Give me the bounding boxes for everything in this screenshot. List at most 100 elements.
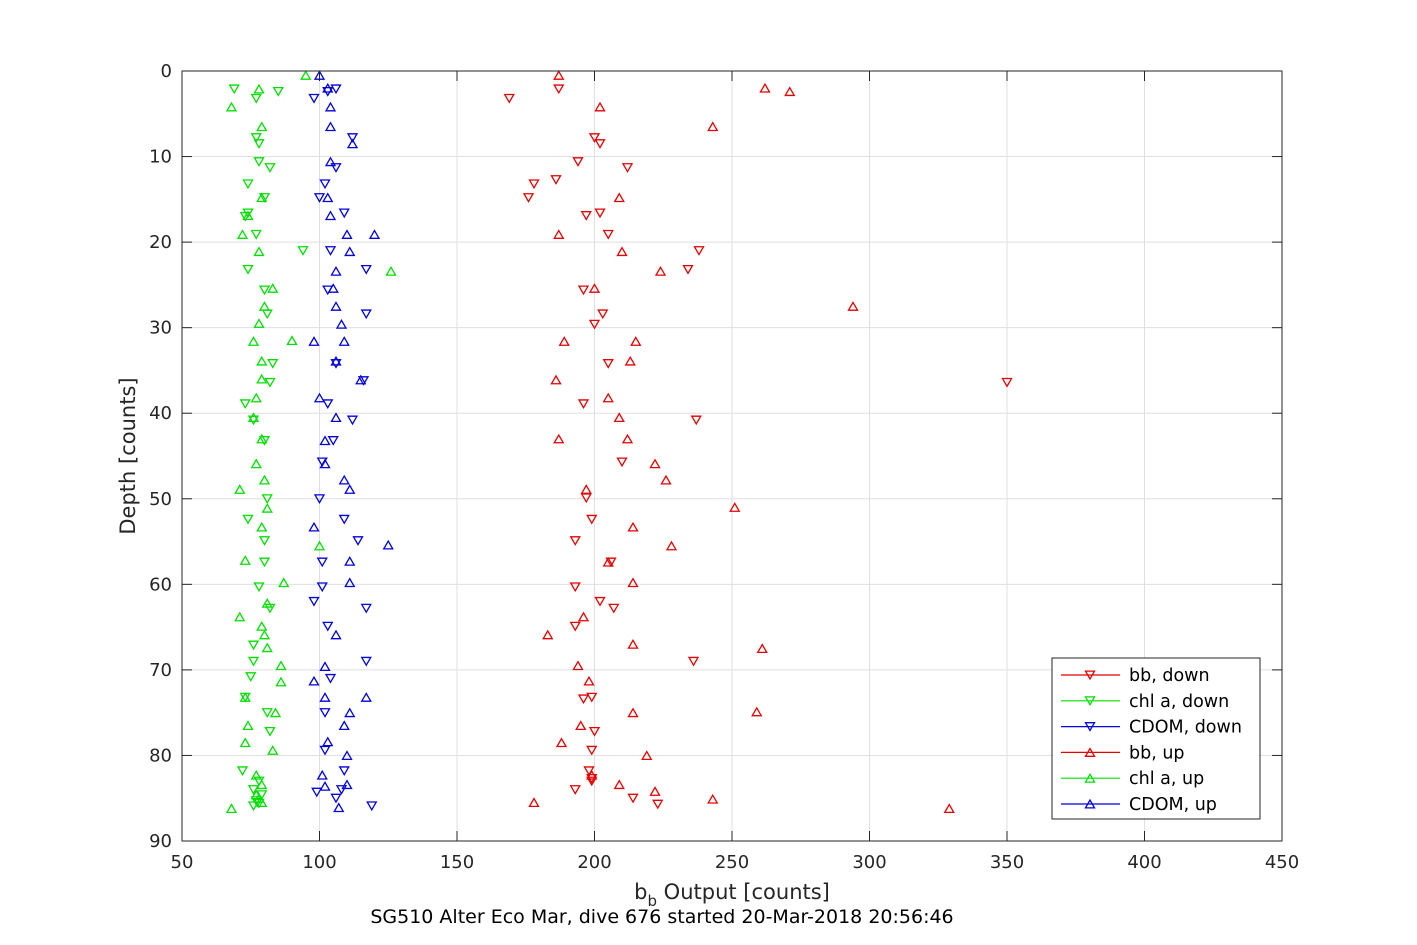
data-point [1001,377,1013,388]
data-point [261,494,273,504]
y-tick-label: 0 [161,61,172,82]
data-point [594,101,606,112]
x-tick-label: 250 [715,852,749,873]
data-point [234,611,246,622]
data-point [239,692,251,702]
data-point [324,121,337,132]
data-point [250,392,262,403]
data-point [630,336,642,346]
data-point [253,139,265,149]
data-point [569,582,581,593]
data-point [319,692,331,702]
data-point [344,556,356,566]
data-point [258,629,271,640]
data-point [335,319,348,329]
data-point [236,766,249,777]
data-point [236,229,249,239]
legend-entry: CDOM, down [1129,718,1242,738]
data-point [621,163,634,173]
data-point [555,737,568,748]
data-point [366,801,378,812]
data-point [522,193,535,203]
data-point [267,359,279,369]
data-point [751,706,763,717]
data-point [242,514,254,525]
data-point [333,802,345,813]
data-point [613,192,625,203]
y-tick-label: 20 [149,232,172,253]
data-point [338,208,350,219]
legend-marker [1084,747,1096,757]
y-tick-label: 50 [149,489,172,510]
data-point [242,264,254,275]
data-point [602,229,614,240]
data-point [239,399,251,410]
data-point [558,336,570,346]
data-point [613,412,625,423]
data-point [319,458,331,469]
y-tick-label: 60 [149,574,172,595]
series-0 [503,84,1013,810]
data-markers [225,70,1013,814]
data-point [247,415,260,426]
legend-entry: bb, up [1129,743,1185,763]
data-point [247,785,260,795]
legend-marker [1084,670,1096,681]
data-point [368,229,381,239]
legend-marker [1084,722,1096,732]
data-point [588,726,601,737]
data-point [247,412,260,423]
legend-entry: chl a, up [1129,769,1204,789]
data-point [344,577,356,588]
x-tick-label: 50 [171,852,194,873]
data-point [322,736,334,747]
data-point [313,193,326,203]
data-point [528,797,540,808]
data-point [346,133,359,143]
data-point [330,629,342,640]
data-point [261,642,273,653]
data-point [690,415,702,426]
x-axis-label: bb Output [counts] [634,880,830,910]
data-point [258,285,271,296]
x-tick-label: 400 [1127,852,1161,873]
data-point [357,376,370,386]
data-point [553,84,565,95]
data-point [338,514,350,525]
y-tick-label: 30 [149,318,172,339]
data-point [759,82,771,93]
data-point [627,521,639,532]
data-point [261,597,273,608]
x-tick-label: 450 [1265,852,1299,873]
data-point [308,336,320,346]
data-point [344,707,356,718]
legend-marker [1084,773,1096,783]
data-point [253,582,265,593]
data-point [616,246,628,257]
data-point [344,246,356,257]
data-point [550,374,562,385]
data-point [250,796,262,806]
data-point [308,596,320,607]
data-point [316,769,328,780]
data-point [286,335,298,346]
data-point [586,769,598,780]
data-point [258,193,271,203]
data-point [580,211,592,221]
data-point [649,786,661,796]
data-point [256,121,268,132]
data-point [247,336,260,346]
legend-marker [1084,696,1096,706]
data-point [580,493,592,504]
data-point [360,656,372,667]
data-point [784,86,796,97]
legend-box [1051,657,1261,820]
data-point [258,557,271,568]
x-tick-label: 150 [440,852,474,873]
data-point [327,436,339,446]
data-point [300,70,312,80]
y-tick-label: 40 [149,403,172,424]
data-point [707,793,719,804]
data-point [319,661,331,672]
data-point [250,93,262,104]
